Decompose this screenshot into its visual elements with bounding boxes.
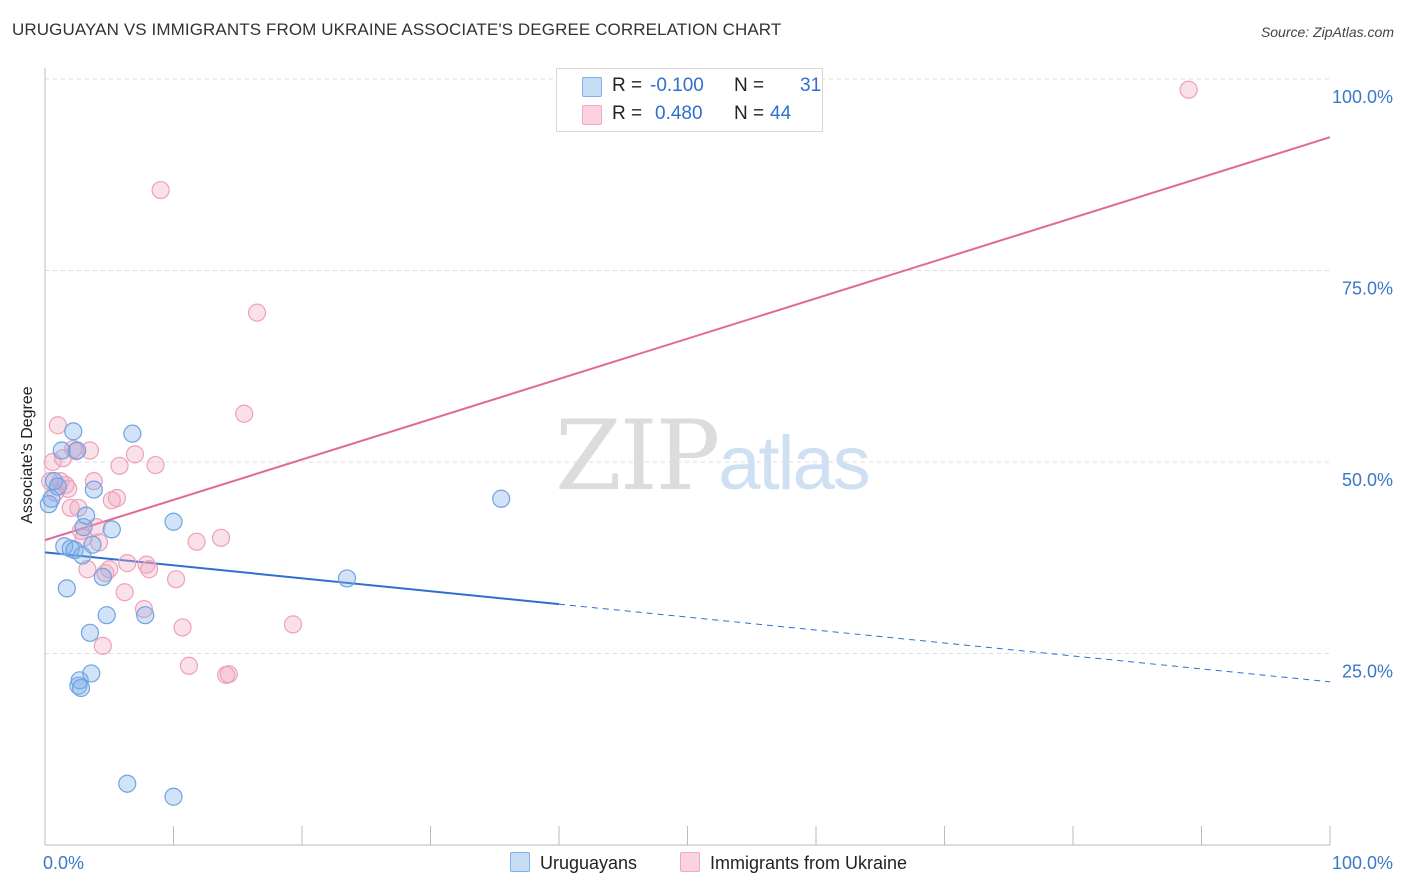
x-tick-label: 0.0% bbox=[43, 853, 84, 873]
legend-n-value: 31 bbox=[800, 75, 822, 96]
trend-line-uruguayans-extrapolated bbox=[558, 603, 1331, 683]
point-uruguayans bbox=[52, 441, 71, 460]
point-uruguayans bbox=[77, 506, 96, 525]
trend-line-ukraine bbox=[44, 136, 1331, 542]
legend-r-label: R = bbox=[612, 75, 643, 96]
point-ukraine bbox=[134, 599, 154, 619]
legend-r-value: -0.100 bbox=[650, 75, 704, 96]
watermark: ZIPatlas bbox=[555, 400, 871, 512]
point-uruguayans bbox=[48, 477, 67, 496]
point-ukraine bbox=[107, 488, 127, 508]
point-ukraine bbox=[151, 180, 170, 200]
point-ukraine bbox=[166, 570, 186, 589]
y-tick-label: 25.0% bbox=[1342, 662, 1393, 682]
point-uruguayans bbox=[82, 664, 101, 683]
point-ukraine bbox=[125, 445, 145, 464]
point-uruguayans bbox=[64, 422, 83, 441]
bottom-legend-ukraine: Immigrants from Ukraine bbox=[680, 852, 907, 874]
point-ukraine bbox=[66, 442, 85, 461]
legend-r-value: 0.480 bbox=[655, 103, 703, 124]
tick-labels: 25.0% 50.0% 75.0% 100.0% 0.0% 100.0% bbox=[43, 87, 1393, 873]
point-uruguayans bbox=[57, 579, 76, 598]
bottom-legend-label-uruguayans: Uruguayans bbox=[540, 853, 638, 873]
point-ukraine bbox=[179, 656, 199, 675]
point-uruguayans bbox=[337, 569, 357, 588]
legend-swatch-uruguayans bbox=[582, 77, 602, 97]
data-points bbox=[39, 80, 1198, 806]
bottom-legend-swatch-ukraine bbox=[680, 852, 700, 872]
point-uruguayans bbox=[71, 678, 91, 698]
point-ukraine bbox=[219, 665, 238, 684]
y-tick-label: 75.0% bbox=[1342, 279, 1393, 299]
point-ukraine bbox=[48, 416, 67, 435]
y-tick-label: 100.0% bbox=[1332, 87, 1393, 107]
point-uruguayans bbox=[70, 671, 89, 690]
point-uruguayans bbox=[84, 480, 103, 499]
bottom-legend-swatch-uruguayans bbox=[510, 852, 530, 872]
trend-lines bbox=[44, 136, 1331, 683]
point-uruguayans bbox=[93, 567, 112, 587]
point-uruguayans bbox=[164, 512, 183, 531]
legend-r-label: R = bbox=[612, 103, 643, 124]
point-uruguayans bbox=[68, 441, 87, 460]
point-ukraine bbox=[211, 528, 231, 547]
chart-title: URUGUAYAN VS IMMIGRANTS FROM UKRAINE ASS… bbox=[12, 20, 782, 39]
legend-n-value: 44 bbox=[770, 103, 792, 124]
bottom-legend-uruguayans: Uruguayans bbox=[510, 852, 637, 874]
point-ukraine bbox=[187, 532, 206, 551]
trend-line-uruguayans bbox=[44, 551, 560, 606]
point-ukraine bbox=[139, 560, 159, 579]
x-tick-label: 100.0% bbox=[1332, 853, 1393, 873]
point-ukraine bbox=[235, 404, 254, 423]
bottom-legend-label-ukraine: Immigrants from Ukraine bbox=[710, 853, 908, 873]
legend-n-label: N = bbox=[734, 75, 765, 96]
point-ukraine bbox=[78, 560, 97, 579]
point-ukraine bbox=[247, 303, 267, 322]
point-uruguayans bbox=[83, 535, 102, 554]
point-ukraine bbox=[93, 636, 112, 655]
point-ukraine bbox=[69, 498, 88, 518]
source-label: Source: ZipAtlas.com bbox=[1260, 24, 1394, 40]
point-ukraine bbox=[115, 583, 134, 602]
grid-lines bbox=[45, 78, 1330, 654]
legend-n-label: N = bbox=[734, 103, 765, 124]
point-ukraine bbox=[110, 456, 129, 475]
y-tick-label: 50.0% bbox=[1342, 470, 1393, 490]
watermark-zip: ZIP bbox=[555, 400, 720, 512]
point-ukraine bbox=[61, 498, 80, 518]
point-ukraine bbox=[1179, 80, 1198, 99]
point-uruguayans bbox=[80, 623, 100, 642]
point-ukraine bbox=[87, 518, 106, 537]
point-uruguayans bbox=[123, 424, 142, 443]
point-ukraine bbox=[146, 455, 165, 475]
correlation-legend: R = -0.100 N = 31 R = 0.480 N = 44 bbox=[556, 68, 823, 132]
point-uruguayans bbox=[164, 787, 183, 806]
axes bbox=[44, 68, 1331, 846]
point-uruguayans bbox=[97, 606, 116, 625]
point-ukraine bbox=[283, 615, 303, 634]
point-uruguayans bbox=[492, 489, 511, 508]
point-ukraine bbox=[80, 441, 100, 460]
point-uruguayans bbox=[102, 520, 121, 539]
point-ukraine bbox=[173, 618, 192, 637]
point-uruguayans bbox=[136, 606, 155, 625]
legend-swatch-ukraine bbox=[582, 105, 602, 125]
watermark-atlas: atlas bbox=[718, 421, 871, 506]
point-ukraine bbox=[118, 554, 137, 573]
point-uruguayans bbox=[74, 518, 93, 537]
point-uruguayans bbox=[118, 774, 137, 793]
